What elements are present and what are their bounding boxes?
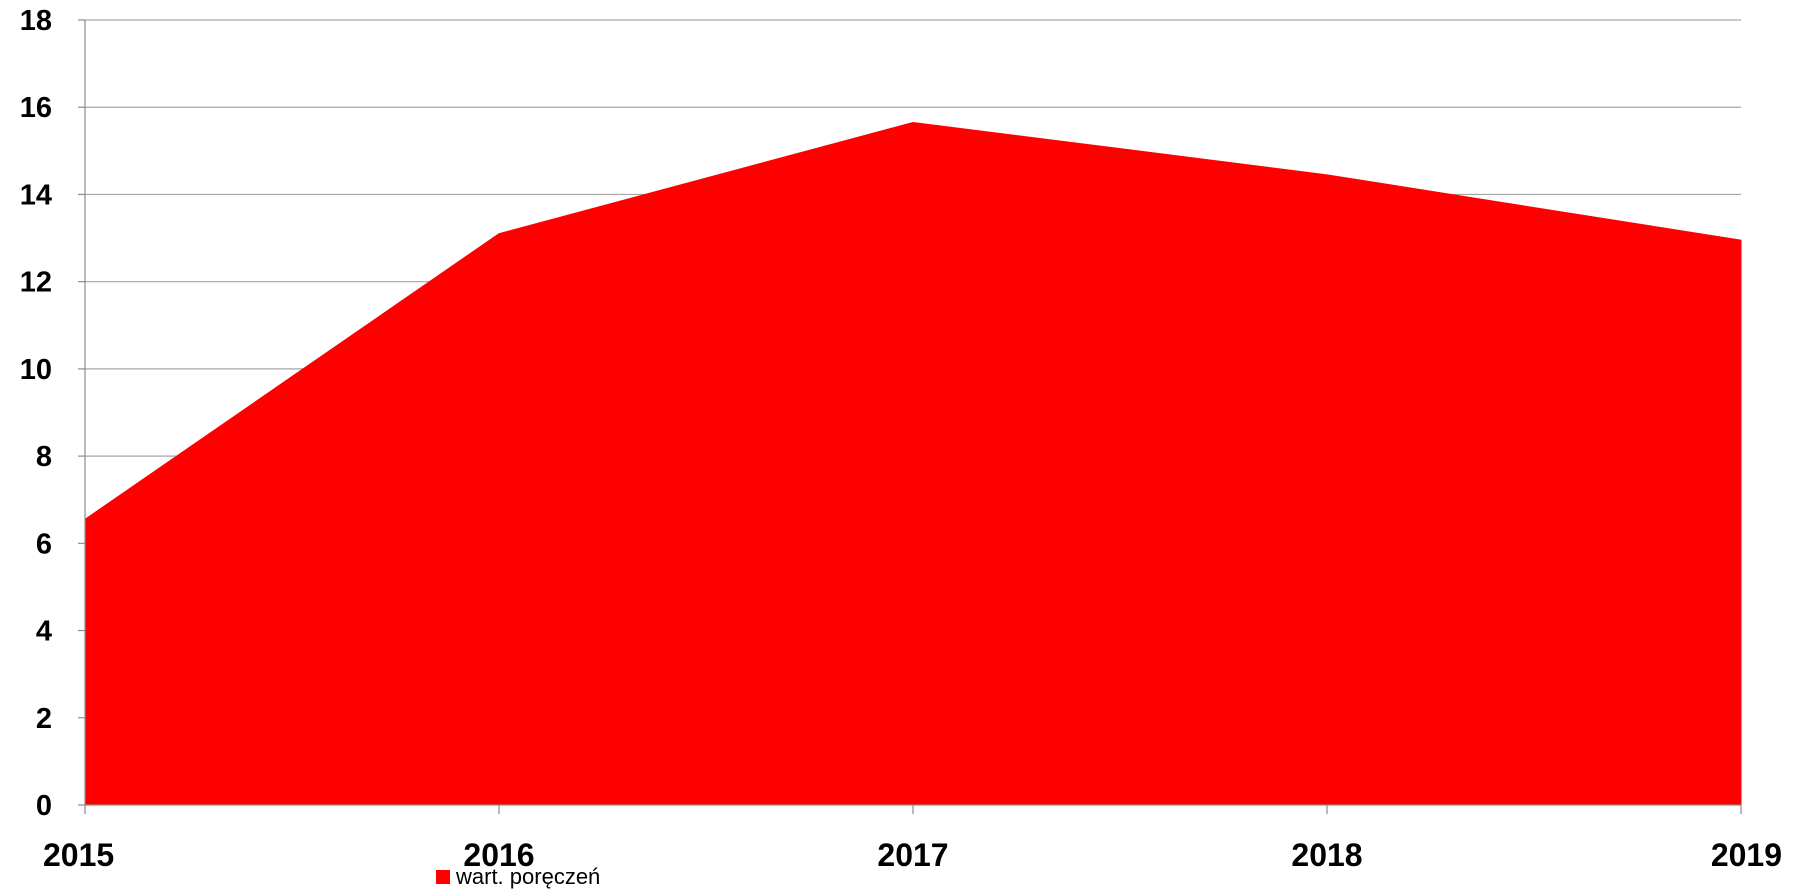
- legend-label: wart. poręczeń: [456, 864, 601, 889]
- y-tick-label: 14: [20, 179, 52, 211]
- y-tick-label: 2: [36, 703, 52, 735]
- x-tick-label: 2018: [1291, 837, 1362, 873]
- x-tick-label: 2017: [877, 837, 948, 873]
- y-tick-label: 8: [36, 441, 52, 473]
- area-series: [84, 121, 1742, 806]
- y-tick-label: 4: [36, 616, 52, 648]
- x-tick-label: 2016: [463, 837, 534, 873]
- x-tick-label: 2019: [1711, 837, 1782, 873]
- area-series-0: [84, 121, 1742, 806]
- legend: wart. poręczeń: [436, 866, 600, 888]
- y-tick-label: 18: [20, 5, 52, 37]
- y-tick-label: 10: [20, 354, 52, 386]
- axes: [78, 19, 1742, 814]
- legend-swatch: [436, 870, 450, 884]
- x-tick-label: 2015: [43, 837, 114, 873]
- y-tick-label: 12: [20, 267, 52, 299]
- y-tick-labels: 0 2 4 6 8 10 12 14 16 18: [20, 5, 52, 822]
- x-tick-labels: 2015 2016 2017 2018 2019: [43, 837, 1782, 873]
- y-tick-label: 16: [20, 92, 52, 124]
- y-tick-label: 6: [36, 528, 52, 560]
- y-tick-label: 0: [36, 790, 52, 822]
